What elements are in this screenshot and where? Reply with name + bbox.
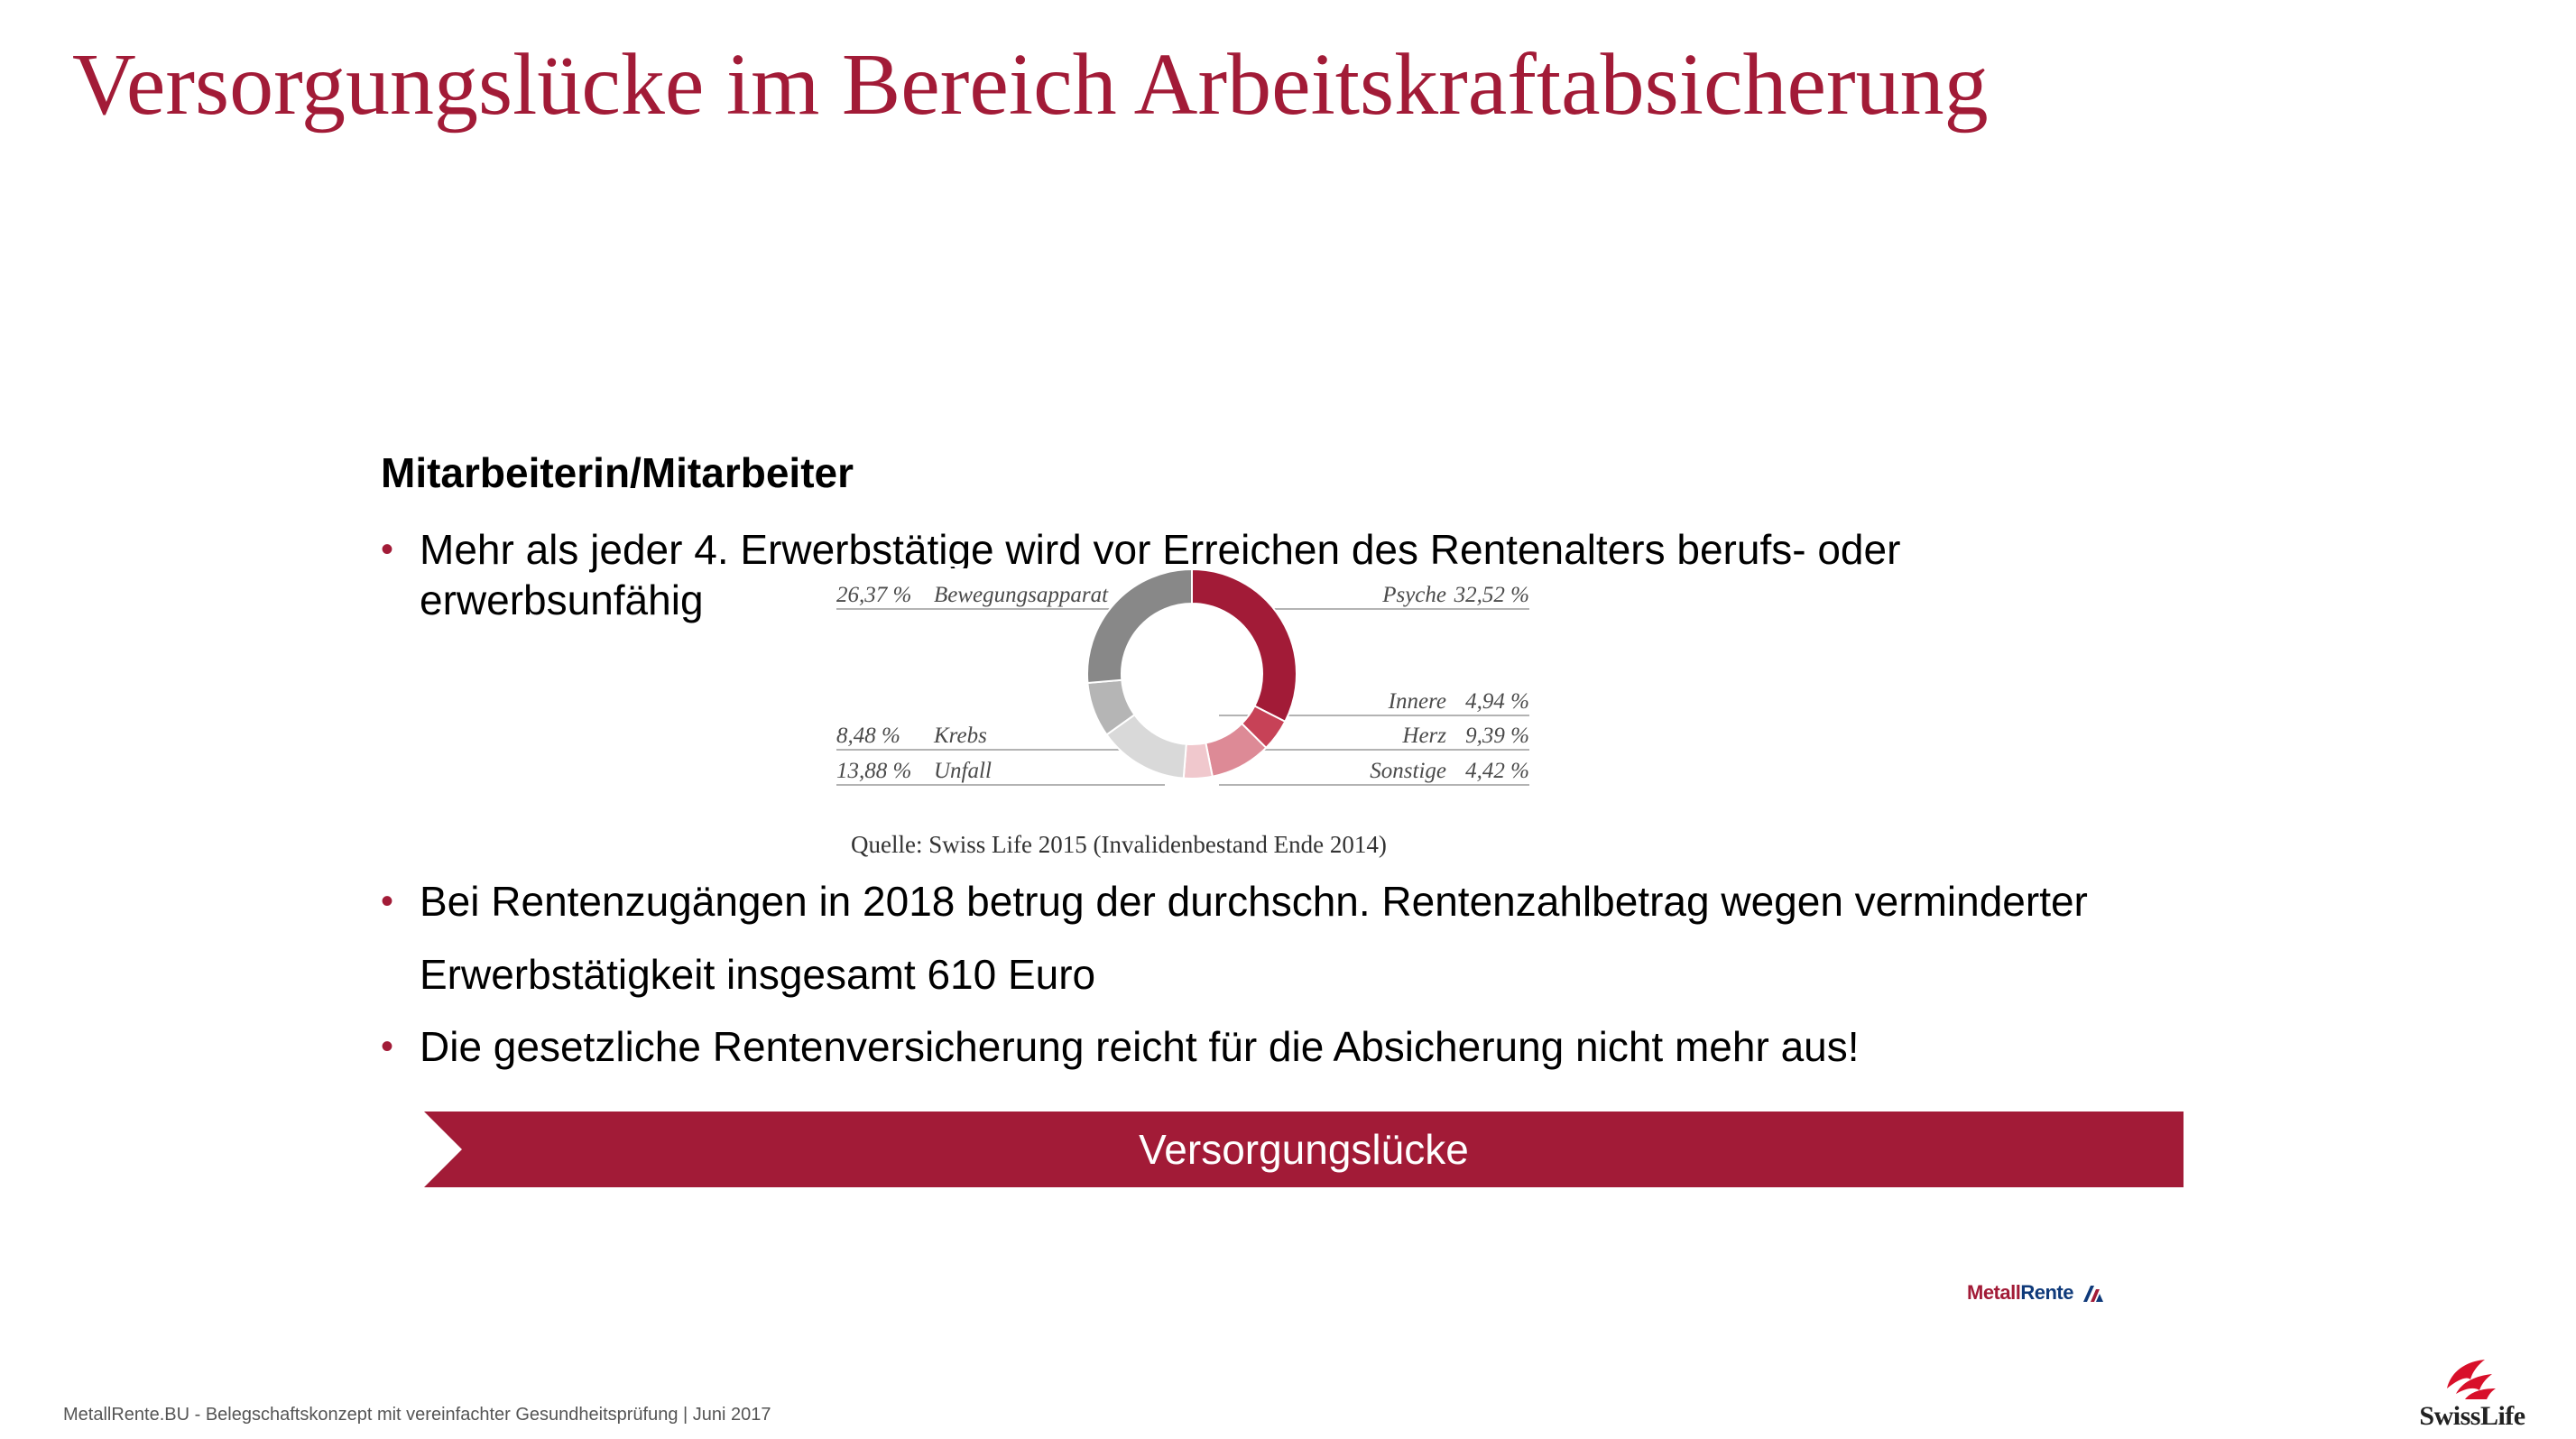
bullet-text-continuation: Erwerbstätigkeit insgesamt 610 Euro xyxy=(420,951,1096,998)
slice-category-label: Bewegungsapparat xyxy=(934,583,1109,607)
banner-label: Versorgungslücke xyxy=(1139,1126,1469,1173)
chart-source-note: Quelle: Swiss Life 2015 (Invalidenbestan… xyxy=(851,831,1387,858)
slice-value-label: 26,37 % xyxy=(836,583,911,607)
bullet-text: Bei Rentenzugängen in 2018 betrug der du… xyxy=(420,878,2088,925)
bullet-point-icon: • xyxy=(381,881,394,921)
slice-value-label: 13,88 % xyxy=(836,759,911,783)
donut-slice-bewegungsapparat xyxy=(1086,568,1193,685)
bullet-point-icon: • xyxy=(381,1027,394,1066)
metallrente-logo: MetallRente xyxy=(1967,1281,2105,1305)
slice-value-label: 32,52 % xyxy=(1454,583,1529,607)
slice-category-label: Psyche xyxy=(1381,583,1446,607)
bullet-point-icon: • xyxy=(381,530,394,569)
banner-arrow-shape xyxy=(424,1112,2184,1187)
slice-value-label: 9,39 % xyxy=(1465,724,1529,748)
section-heading: Mitarbeiterin/Mitarbeiter xyxy=(381,449,854,496)
footer-text: MetallRente.BU - Belegschaftskonzept mit… xyxy=(63,1405,771,1425)
slice-value-label: 4,94 % xyxy=(1465,689,1529,714)
slice-category-label: Krebs xyxy=(933,724,987,748)
metallrente-mark-icon xyxy=(2082,1286,2103,1302)
slice-value-label: 4,42 % xyxy=(1465,759,1529,783)
donut-chart: 32,52 % Psyche 4,94 % Innere 9,39 % Herz 4,42 … xyxy=(817,568,1556,866)
donut-slice-psyche xyxy=(1191,568,1297,724)
slice-category-label: Unfall xyxy=(934,759,992,783)
slice-category-label: Innere xyxy=(1388,689,1446,714)
bullet-text-continuation: erwerbsunfähig xyxy=(420,577,704,623)
slice-value-label: 8,48 % xyxy=(836,724,900,748)
slice-category-label: Sonstige xyxy=(1370,759,1446,783)
versorgungsluecke-banner: Versorgungslücke xyxy=(424,1112,2184,1187)
slice-category-label: Herz xyxy=(1401,724,1446,748)
swisslife-mark-icon xyxy=(2447,1360,2496,1399)
bullet-text: Mehr als jeder 4. Erwerbstätige wird vor… xyxy=(420,526,1901,573)
donut-chart-svg: 32,52 % Psyche 4,94 % Innere 9,39 % Herz 4,42 … xyxy=(836,568,1529,858)
swisslife-wordmark: SwissLife xyxy=(2419,1401,2525,1431)
swisslife-logo: SwissLife xyxy=(2409,1349,2535,1431)
bullet-text: Die gesetzliche Rentenversicherung reich… xyxy=(420,1023,1860,1070)
slide-title: Versorgungslücke im Bereich Arbeitskraft… xyxy=(72,36,1989,134)
